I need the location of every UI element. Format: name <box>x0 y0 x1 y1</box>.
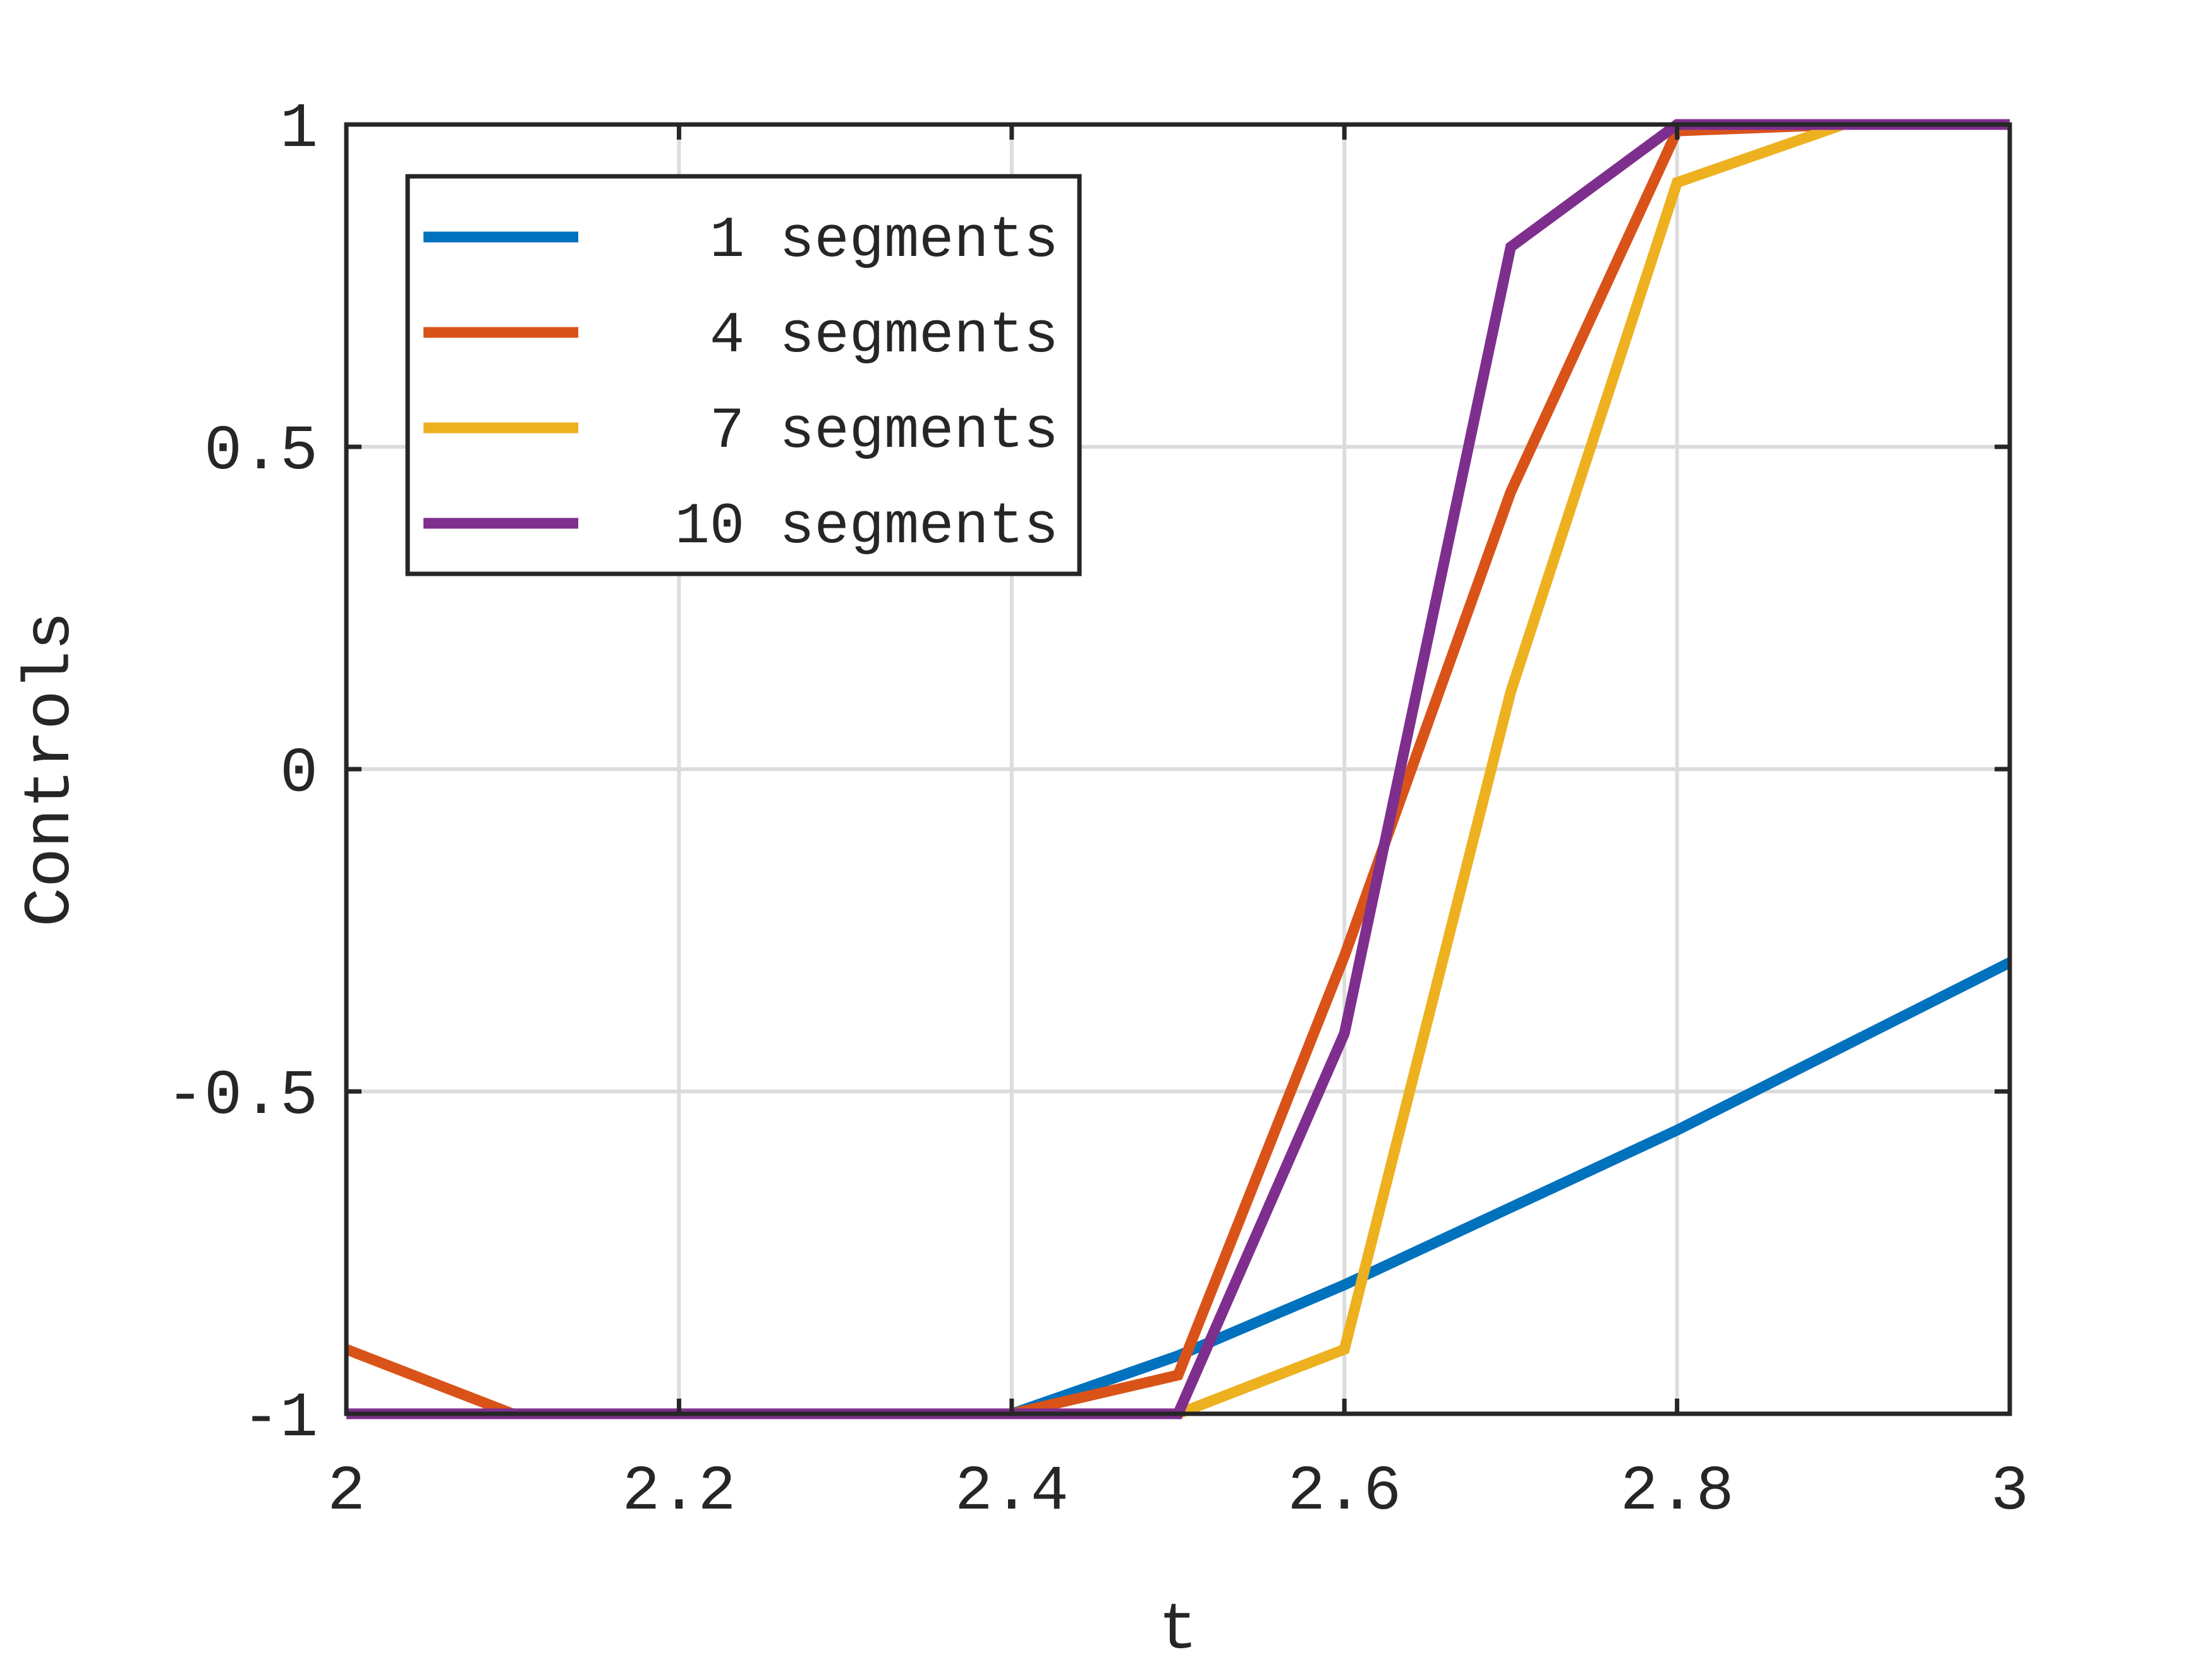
y-tick-label: -1 <box>242 1383 318 1455</box>
legend-box <box>405 174 1082 576</box>
x-axis-title: t <box>1158 1593 1198 1659</box>
legend-label: 10 segments <box>675 494 1059 560</box>
x-tick-label: 2 <box>327 1457 365 1528</box>
axis-ticks <box>344 122 2012 1416</box>
y-tick-label: 0 <box>280 739 318 810</box>
x-tick-label: 2.6 <box>1287 1457 1401 1528</box>
legend-label: 4 segments <box>710 303 1059 369</box>
y-axis-title: Controls <box>14 611 88 927</box>
y-tick-label: 1 <box>280 94 318 166</box>
x-tick-label: 2.8 <box>1620 1457 1734 1528</box>
y-tick-label: 0.5 <box>204 416 318 488</box>
tick-labels: 2 2.2 2.4 2.6 2.8 3 -1 -0.5 0 0.5 1 <box>166 94 2029 1528</box>
x-tick-label: 2.4 <box>955 1457 1069 1528</box>
y-tick-label: -0.5 <box>166 1061 318 1133</box>
x-tick-label: 2.2 <box>622 1457 736 1528</box>
x-tick-label: 3 <box>1991 1457 2029 1528</box>
legend-label: 1 segments <box>710 207 1059 274</box>
legend: 1 segments 4 segments 7 segments 10 segme… <box>405 174 1082 576</box>
legend-label: 7 segments <box>710 398 1059 465</box>
